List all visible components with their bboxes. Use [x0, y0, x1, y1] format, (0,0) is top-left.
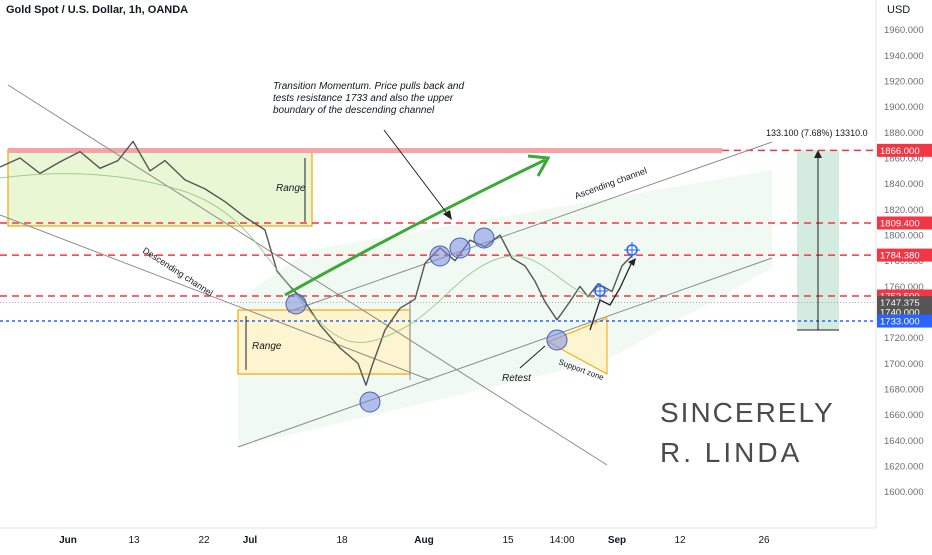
descending-channel-lower	[0, 214, 431, 381]
transition-pointer	[383, 129, 450, 217]
range-box-top	[7, 149, 313, 227]
x-tick-Aug: Aug	[414, 535, 433, 546]
moving-average-line	[0, 173, 601, 343]
ascending-channel-fill	[238, 170, 772, 447]
price-box-label-1733.000: 1733.000	[880, 317, 920, 328]
retest-pointer	[519, 345, 546, 369]
price-box-1784.380	[877, 248, 932, 262]
y-tick-1820: 1820.000	[884, 205, 924, 216]
touch-circle-1	[429, 245, 451, 267]
momentum-arrowhead	[527, 154, 551, 177]
y-tick-1900: 1900.000	[884, 102, 924, 113]
touch-circle-4	[546, 329, 568, 351]
price-box-1866.000	[877, 143, 932, 157]
y-tick-1780: 1780.000	[884, 256, 924, 267]
range-label-top: Range	[276, 183, 306, 194]
momentum-arrow	[284, 158, 546, 297]
range-label-bottom: Range	[252, 341, 282, 352]
price-line	[0, 140, 633, 386]
y-tick-1920: 1920.000	[884, 77, 924, 88]
measure-arrowhead	[814, 150, 822, 158]
y-tick-1620: 1620.000	[884, 462, 924, 473]
projection-path	[589, 261, 633, 331]
y-tick-1940: 1940.000	[884, 51, 924, 62]
transition-pointer-head	[443, 210, 452, 220]
signature-line-1: SINCERELY	[660, 397, 835, 428]
y-tick-1960: 1960.000	[884, 25, 924, 36]
transition-note-line-2: boundary of the descending channel	[273, 105, 435, 116]
y-tick-1860: 1860.000	[884, 154, 924, 165]
price-box-label-1740.000: 1740.000	[880, 308, 920, 319]
x-tick-13: 13	[128, 535, 140, 546]
y-tick-1880: 1880.000	[884, 128, 924, 139]
y-tick-1800: 1800.000	[884, 231, 924, 242]
y-tick-1600: 1600.000	[884, 487, 924, 498]
y-tick-1700: 1700.000	[884, 359, 924, 370]
touch-circle-5	[359, 391, 381, 413]
x-tick-26: 26	[758, 535, 770, 546]
x-axis-panel	[0, 528, 932, 550]
x-tick-18: 18	[336, 535, 348, 546]
price-box-1733.000	[877, 314, 932, 328]
transition-note-line-1: tests resistance 1733 and also the upper	[273, 93, 454, 104]
retest-label: Retest	[502, 373, 532, 384]
touch-circle-3	[473, 227, 495, 249]
support-zone-fill	[546, 317, 608, 375]
price-box-1809.400	[877, 216, 932, 230]
descending-channel-upper	[7, 84, 608, 466]
y-tick-1680: 1680.000	[884, 385, 924, 396]
x-tick-22: 22	[198, 535, 210, 546]
resistance-band	[8, 148, 722, 153]
ascending-channel-lower	[237, 257, 773, 448]
x-tick-Jun: Jun	[59, 535, 77, 546]
measure-label: 133.100 (7.68%) 13310.0	[766, 128, 868, 138]
signature-line-2: R. LINDA	[660, 437, 802, 468]
currency-label: USD	[887, 4, 911, 16]
price-layer	[0, 140, 640, 413]
touch-circle-0	[285, 293, 307, 315]
ascending-channel-upper	[287, 141, 773, 313]
x-tick-14:00: 14:00	[549, 535, 574, 546]
transition-note-line-0: Transition Momentum. Price pulls back an…	[273, 81, 464, 92]
price-box-label-1866.000: 1866.000	[880, 146, 920, 157]
y-tick-1640: 1640.000	[884, 436, 924, 447]
y-tick-1760: 1760.000	[884, 282, 924, 293]
price-box-label-1809.400: 1809.400	[880, 218, 920, 229]
price-box-label-1784.380: 1784.380	[880, 251, 920, 262]
x-tick-Sep: Sep	[608, 535, 626, 546]
y-tick-1840: 1840.000	[884, 179, 924, 190]
x-tick-12: 12	[674, 535, 686, 546]
price-box-label-1747.375: 1747.375	[880, 298, 920, 309]
y-tick-1660: 1660.000	[884, 410, 924, 421]
y-axis-panel	[876, 0, 932, 550]
descending-channel-label: Descending channel	[141, 245, 215, 298]
touch-circle-2	[449, 237, 471, 259]
x-tick-15: 15	[502, 535, 514, 546]
x-tick-Jul: Jul	[243, 535, 258, 546]
projection-arrowhead	[628, 258, 636, 266]
symbol-title: Gold Spot / U.S. Dollar, 1h, OANDA	[6, 4, 189, 16]
y-tick-1720: 1720.000	[884, 333, 924, 344]
